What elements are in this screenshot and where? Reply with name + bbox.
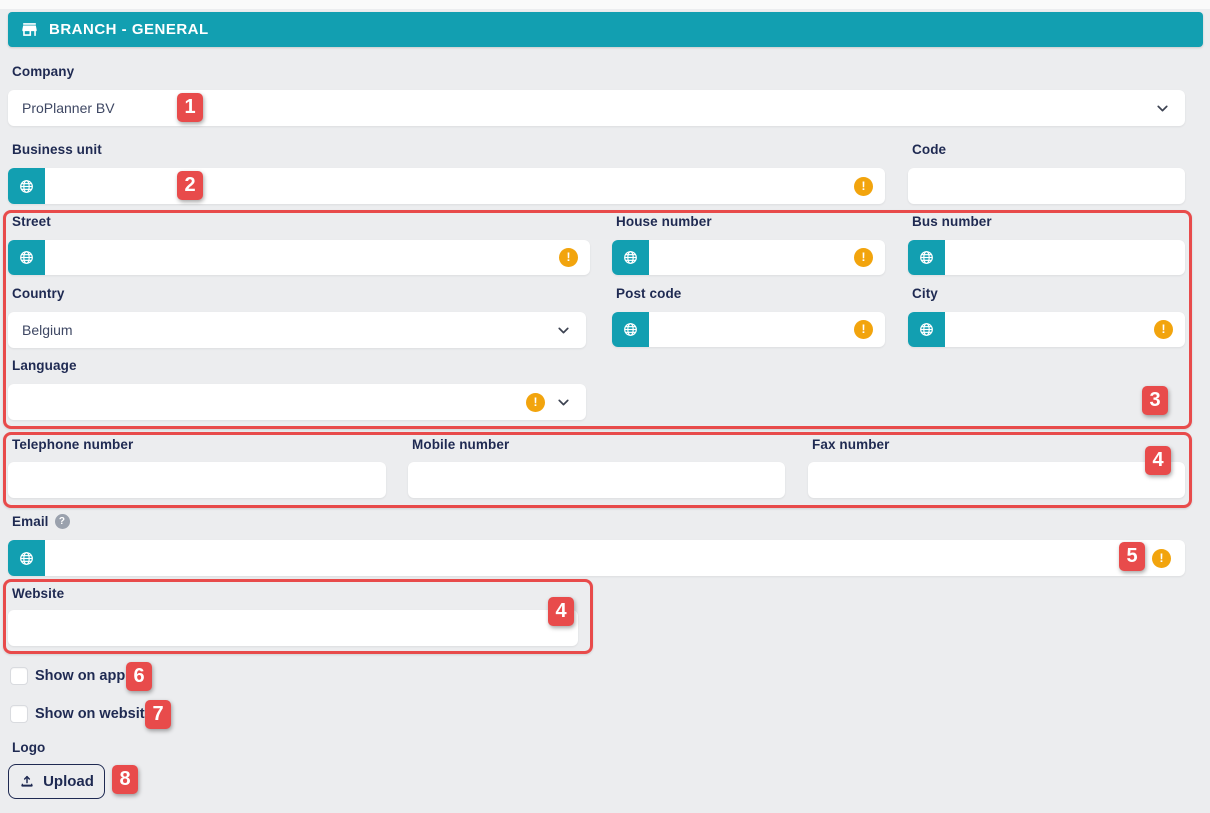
country-select[interactable]: Belgium bbox=[8, 312, 586, 348]
house-number-input[interactable] bbox=[649, 239, 854, 276]
house-number-field: ! bbox=[612, 239, 885, 276]
annotation-badge-8: 8 bbox=[112, 765, 138, 794]
bus-number-input[interactable] bbox=[945, 239, 1185, 276]
country-select-value: Belgium bbox=[22, 322, 73, 338]
street-field: ! bbox=[8, 239, 590, 276]
upload-button[interactable]: Upload bbox=[8, 764, 105, 799]
fax-label: Fax number bbox=[812, 437, 890, 452]
annotation-badge-7: 7 bbox=[145, 700, 171, 729]
upload-button-label: Upload bbox=[43, 773, 94, 790]
street-label: Street bbox=[12, 214, 51, 229]
street-input[interactable] bbox=[45, 239, 559, 276]
email-field: ! bbox=[8, 540, 1185, 576]
annotation-badge-5: 5 bbox=[1119, 542, 1145, 571]
globe-icon bbox=[8, 168, 45, 204]
post-code-label: Post code bbox=[616, 286, 682, 301]
show-on-website-checkbox[interactable] bbox=[10, 705, 28, 723]
business-unit-field: ! bbox=[8, 168, 885, 204]
chevron-down-icon bbox=[555, 394, 572, 411]
fax-input[interactable] bbox=[808, 462, 1185, 498]
warning-icon: ! bbox=[1154, 320, 1173, 339]
annotation-badge-6: 6 bbox=[126, 662, 152, 691]
globe-icon bbox=[612, 312, 649, 347]
language-select[interactable]: ! bbox=[8, 384, 586, 420]
section-header: BRANCH - GENERAL bbox=[8, 12, 1203, 47]
code-label: Code bbox=[912, 142, 947, 157]
website-label: Website bbox=[12, 586, 65, 601]
house-number-label: House number bbox=[616, 214, 712, 229]
country-label: Country bbox=[12, 286, 65, 301]
email-label: Email ? bbox=[12, 514, 70, 529]
company-label: Company bbox=[12, 64, 75, 79]
annotation-badge-4-contact: 4 bbox=[1145, 446, 1171, 475]
globe-icon bbox=[612, 240, 649, 275]
bus-number-field bbox=[908, 239, 1185, 276]
globe-icon bbox=[908, 312, 945, 347]
show-on-app-checkbox[interactable] bbox=[10, 667, 28, 685]
warning-icon: ! bbox=[854, 248, 873, 267]
storefront-icon bbox=[20, 20, 39, 39]
business-unit-input[interactable] bbox=[45, 168, 854, 204]
city-input[interactable] bbox=[945, 311, 1154, 348]
warning-icon: ! bbox=[854, 176, 873, 196]
email-input[interactable] bbox=[45, 540, 1152, 576]
company-select[interactable]: ProPlanner BV bbox=[8, 90, 1185, 126]
annotation-badge-2: 2 bbox=[177, 171, 203, 200]
email-label-text: Email bbox=[12, 514, 49, 529]
help-icon[interactable]: ? bbox=[54, 514, 70, 529]
business-unit-label: Business unit bbox=[12, 142, 102, 157]
show-on-app-label: Show on app bbox=[35, 668, 126, 684]
globe-icon bbox=[8, 540, 45, 576]
annotation-badge-4-website: 4 bbox=[548, 597, 574, 626]
city-field: ! bbox=[908, 311, 1185, 348]
telephone-label: Telephone number bbox=[12, 437, 134, 452]
warning-icon: ! bbox=[559, 248, 578, 267]
globe-icon bbox=[8, 240, 45, 275]
code-input[interactable] bbox=[908, 168, 1185, 204]
post-code-input[interactable] bbox=[649, 311, 854, 348]
show-on-website-label: Show on website bbox=[35, 706, 153, 722]
warning-icon: ! bbox=[1152, 548, 1171, 568]
post-code-field: ! bbox=[612, 311, 885, 348]
mobile-label: Mobile number bbox=[412, 437, 510, 452]
annotation-badge-3: 3 bbox=[1142, 386, 1168, 415]
chevron-down-icon bbox=[555, 322, 572, 339]
warning-icon: ! bbox=[526, 392, 545, 412]
mobile-input[interactable] bbox=[408, 462, 785, 498]
chevron-down-icon bbox=[1154, 100, 1171, 117]
bus-number-label: Bus number bbox=[912, 214, 992, 229]
globe-icon bbox=[908, 240, 945, 275]
city-label: City bbox=[912, 286, 938, 301]
company-select-value: ProPlanner BV bbox=[22, 100, 115, 116]
website-input[interactable] bbox=[8, 610, 578, 646]
annotation-badge-1: 1 bbox=[177, 93, 203, 122]
telephone-input[interactable] bbox=[8, 462, 386, 498]
warning-icon: ! bbox=[854, 320, 873, 339]
language-label: Language bbox=[12, 358, 77, 373]
logo-label: Logo bbox=[12, 740, 46, 755]
page-title: BRANCH - GENERAL bbox=[49, 21, 209, 38]
upload-icon bbox=[19, 774, 35, 790]
